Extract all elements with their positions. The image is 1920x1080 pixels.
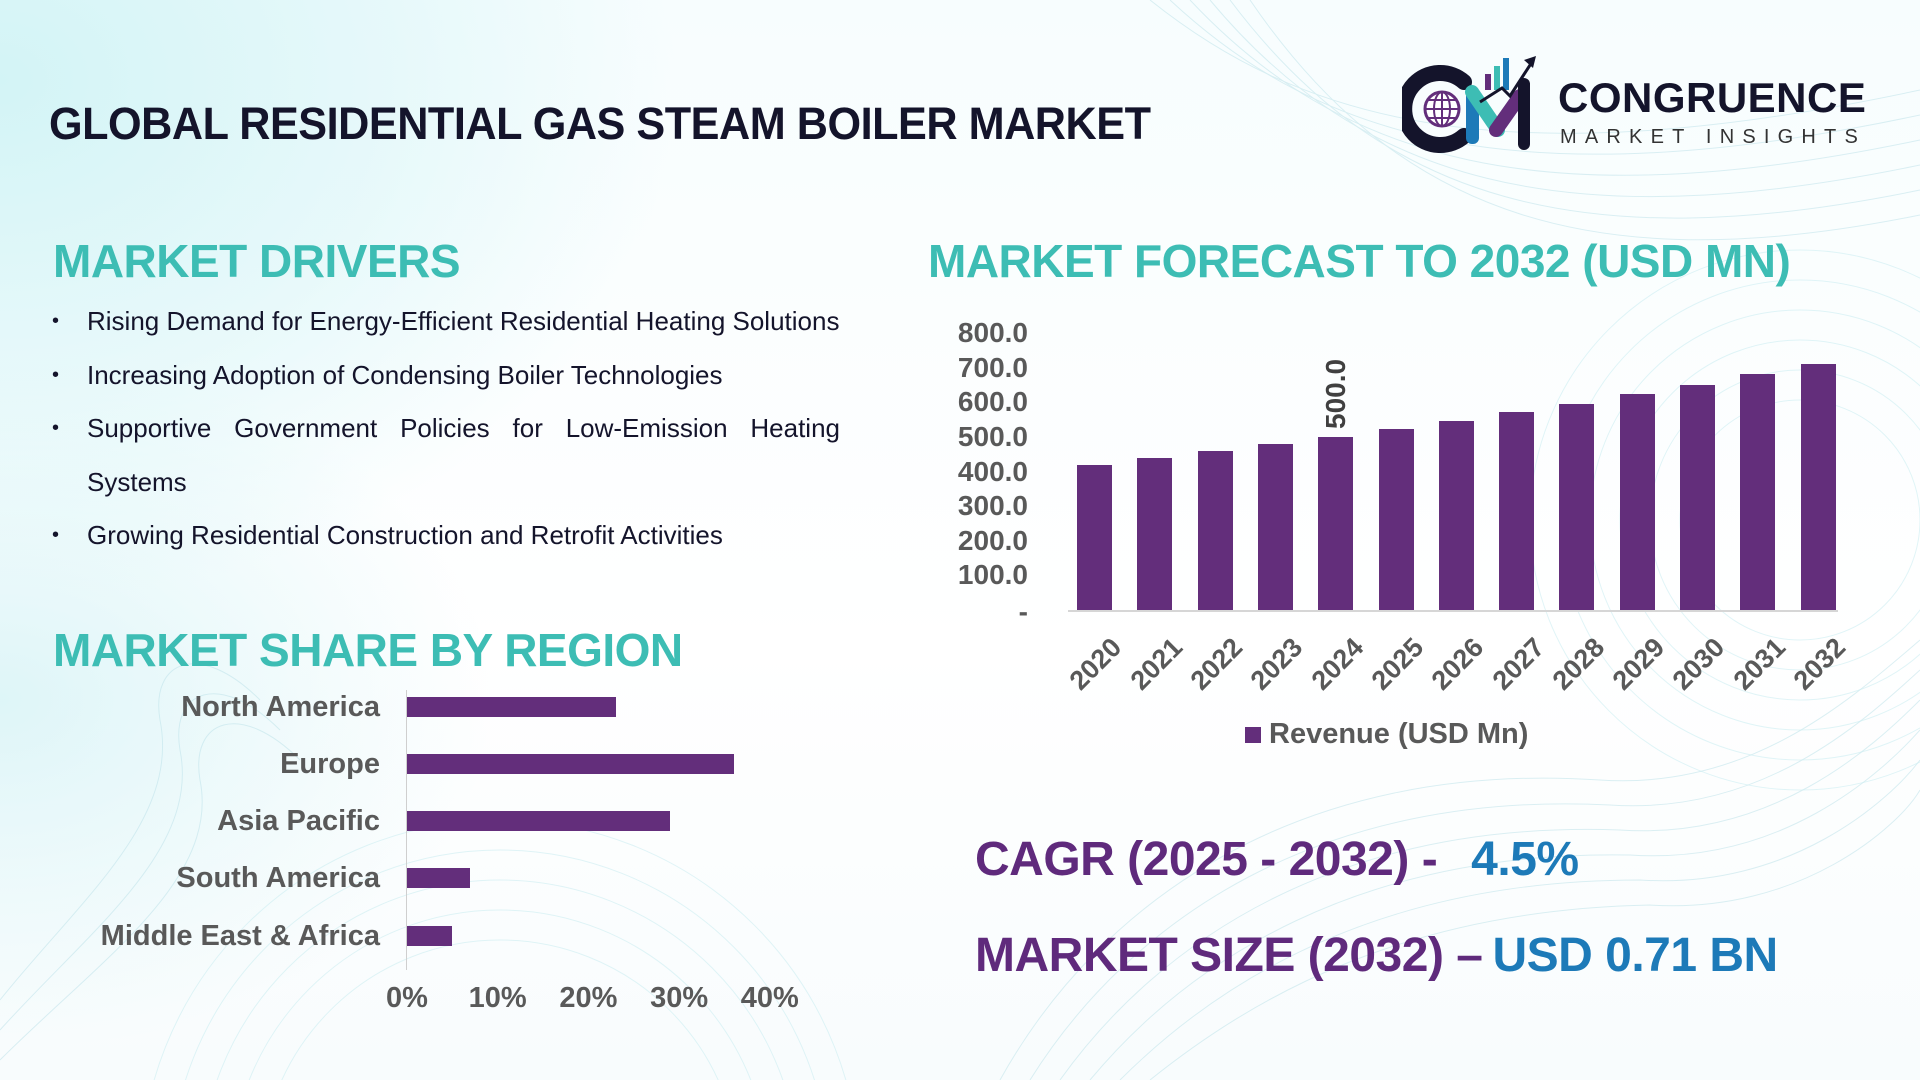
page-title: GLOBAL RESIDENTIAL GAS STEAM BOILER MARK… — [49, 98, 1151, 149]
bullet-icon: • — [52, 363, 60, 386]
x-axis-tick: 2023 — [1244, 632, 1309, 696]
region-row: Asia Pacific — [0, 802, 860, 842]
logo-subtitle: MARKET INSIGHTS — [1560, 126, 1866, 148]
x-axis-tick: 2027 — [1486, 632, 1550, 696]
region-label: Europe — [280, 748, 380, 780]
x-axis-tick: 30% — [650, 982, 709, 1014]
driver-item: • Supportive Government Policies for Low-… — [50, 402, 840, 509]
cagr-value: 4.5% — [1471, 833, 1579, 886]
region-label: Middle East & Africa — [100, 920, 380, 952]
forecast-bar-2022 — [1197, 451, 1233, 610]
x-axis-tick: 2031 — [1727, 632, 1792, 696]
region-label: North America — [181, 691, 380, 723]
region-label: Asia Pacific — [217, 805, 380, 837]
y-axis-tick: 800.0 — [957, 317, 1028, 348]
region-row: North America — [0, 688, 860, 728]
forecast-bar-chart: Revenue (USD Mn) -100.0 200.0 300.0 400.0 50… — [900, 310, 1900, 770]
x-axis-tick: 2030 — [1667, 632, 1731, 696]
driver-item: • Growing Residential Construction and Re… — [50, 509, 840, 563]
forecast-bar-2024 — [1318, 436, 1354, 610]
drivers-title: MARKET DRIVERS — [53, 235, 461, 287]
driver-item: • Rising Demand for Energy-Efficient Resi… — [50, 295, 840, 349]
region-share-chart: North America Europe Asia Pacific South Ame… — [0, 680, 860, 1040]
region-row: Europe — [0, 745, 860, 785]
y-axis-tick: 500.0 — [957, 420, 1028, 452]
x-axis-tick: 2020 — [1064, 632, 1128, 696]
region-axis-line — [406, 690, 407, 970]
bullet-icon: • — [52, 524, 60, 546]
chart-legend: Revenue (USD Mn) — [1245, 718, 1528, 751]
y-axis-tick: 100.0 — [957, 559, 1028, 591]
region-row: Middle East & Africa — [0, 917, 860, 957]
forecast-bar-2023 — [1257, 444, 1293, 610]
forecast-bar-2030 — [1680, 384, 1715, 610]
region-bar — [407, 868, 471, 888]
legend-swatch-icon — [1245, 726, 1261, 743]
y-axis-tick: 600.0 — [957, 386, 1028, 418]
market-size-value: USD 0.71 BN — [1492, 929, 1778, 982]
y-axis-tick: 300.0 — [957, 490, 1028, 522]
region-bar — [407, 754, 734, 774]
forecast-bar-2020 — [1077, 464, 1112, 610]
forecast-bar-2025 — [1378, 428, 1414, 610]
region-title: MARKET SHARE BY REGION — [53, 624, 683, 676]
logo-name: CONGRUENCE — [1558, 74, 1867, 121]
x-axis-tick: 2028 — [1546, 632, 1611, 696]
cm-globe-chart-logo-icon — [1402, 56, 1536, 153]
x-axis-tick: 0% — [386, 982, 428, 1014]
forecast-bar-2028 — [1559, 403, 1595, 610]
x-axis-tick: 2021 — [1124, 632, 1189, 696]
y-axis-tick: 200.0 — [957, 524, 1028, 556]
x-axis-tick: 20% — [559, 982, 618, 1014]
forecast-title: MARKET FORECAST TO 2032 (USD MN) — [928, 235, 1791, 287]
y-axis-tick: 700.0 — [957, 351, 1028, 383]
forecast-bar-2027 — [1499, 412, 1535, 610]
x-axis-tick: 40% — [740, 982, 799, 1014]
forecast-bar-2026 — [1438, 420, 1474, 610]
bullet-icon: • — [52, 310, 60, 332]
x-axis-tick: 2029 — [1606, 632, 1671, 696]
legend-label: Revenue (USD Mn) — [1269, 718, 1529, 750]
bullet-icon: • — [52, 417, 60, 439]
x-axis-tick: 2032 — [1787, 632, 1852, 696]
x-axis-tick: 2026 — [1425, 632, 1490, 696]
market-size-label: MARKET SIZE (2032) – — [975, 929, 1483, 982]
drivers-list: • Rising Demand for Energy-Efficient Resi… — [50, 295, 840, 563]
cagr-label: CAGR (2025 - 2032) - — [975, 833, 1438, 886]
x-axis-tick: 2022 — [1184, 632, 1249, 696]
forecast-bar-2029 — [1619, 394, 1655, 610]
region-bar — [407, 811, 671, 831]
company-logo: CONGRUENCE MARKET INSIGHTS — [1402, 52, 1872, 156]
forecast-bar-2032 — [1800, 363, 1836, 610]
driver-item: • Increasing Adoption of Condensing Boile… — [50, 349, 840, 403]
market-size-stat: MARKET SIZE (2032) – USD 0.71 BN — [975, 928, 1778, 983]
region-label: South America — [176, 862, 380, 894]
data-label: 500.0 — [1320, 358, 1352, 429]
y-axis-tick: 400.0 — [957, 455, 1028, 487]
y-axis-tick: - — [1018, 596, 1028, 627]
cagr-stat: CAGR (2025 - 2032) - 4.5% — [975, 832, 1579, 887]
x-axis-tick: 10% — [468, 982, 527, 1014]
region-row: South America — [0, 859, 860, 899]
forecast-bar-2031 — [1740, 374, 1776, 610]
region-bar — [407, 926, 453, 946]
x-axis-tick: 2025 — [1365, 632, 1430, 696]
forecast-bar-2021 — [1137, 458, 1173, 610]
region-bar — [407, 697, 616, 717]
x-axis-tick: 2024 — [1305, 632, 1369, 696]
forecast-baseline — [1068, 610, 1838, 612]
